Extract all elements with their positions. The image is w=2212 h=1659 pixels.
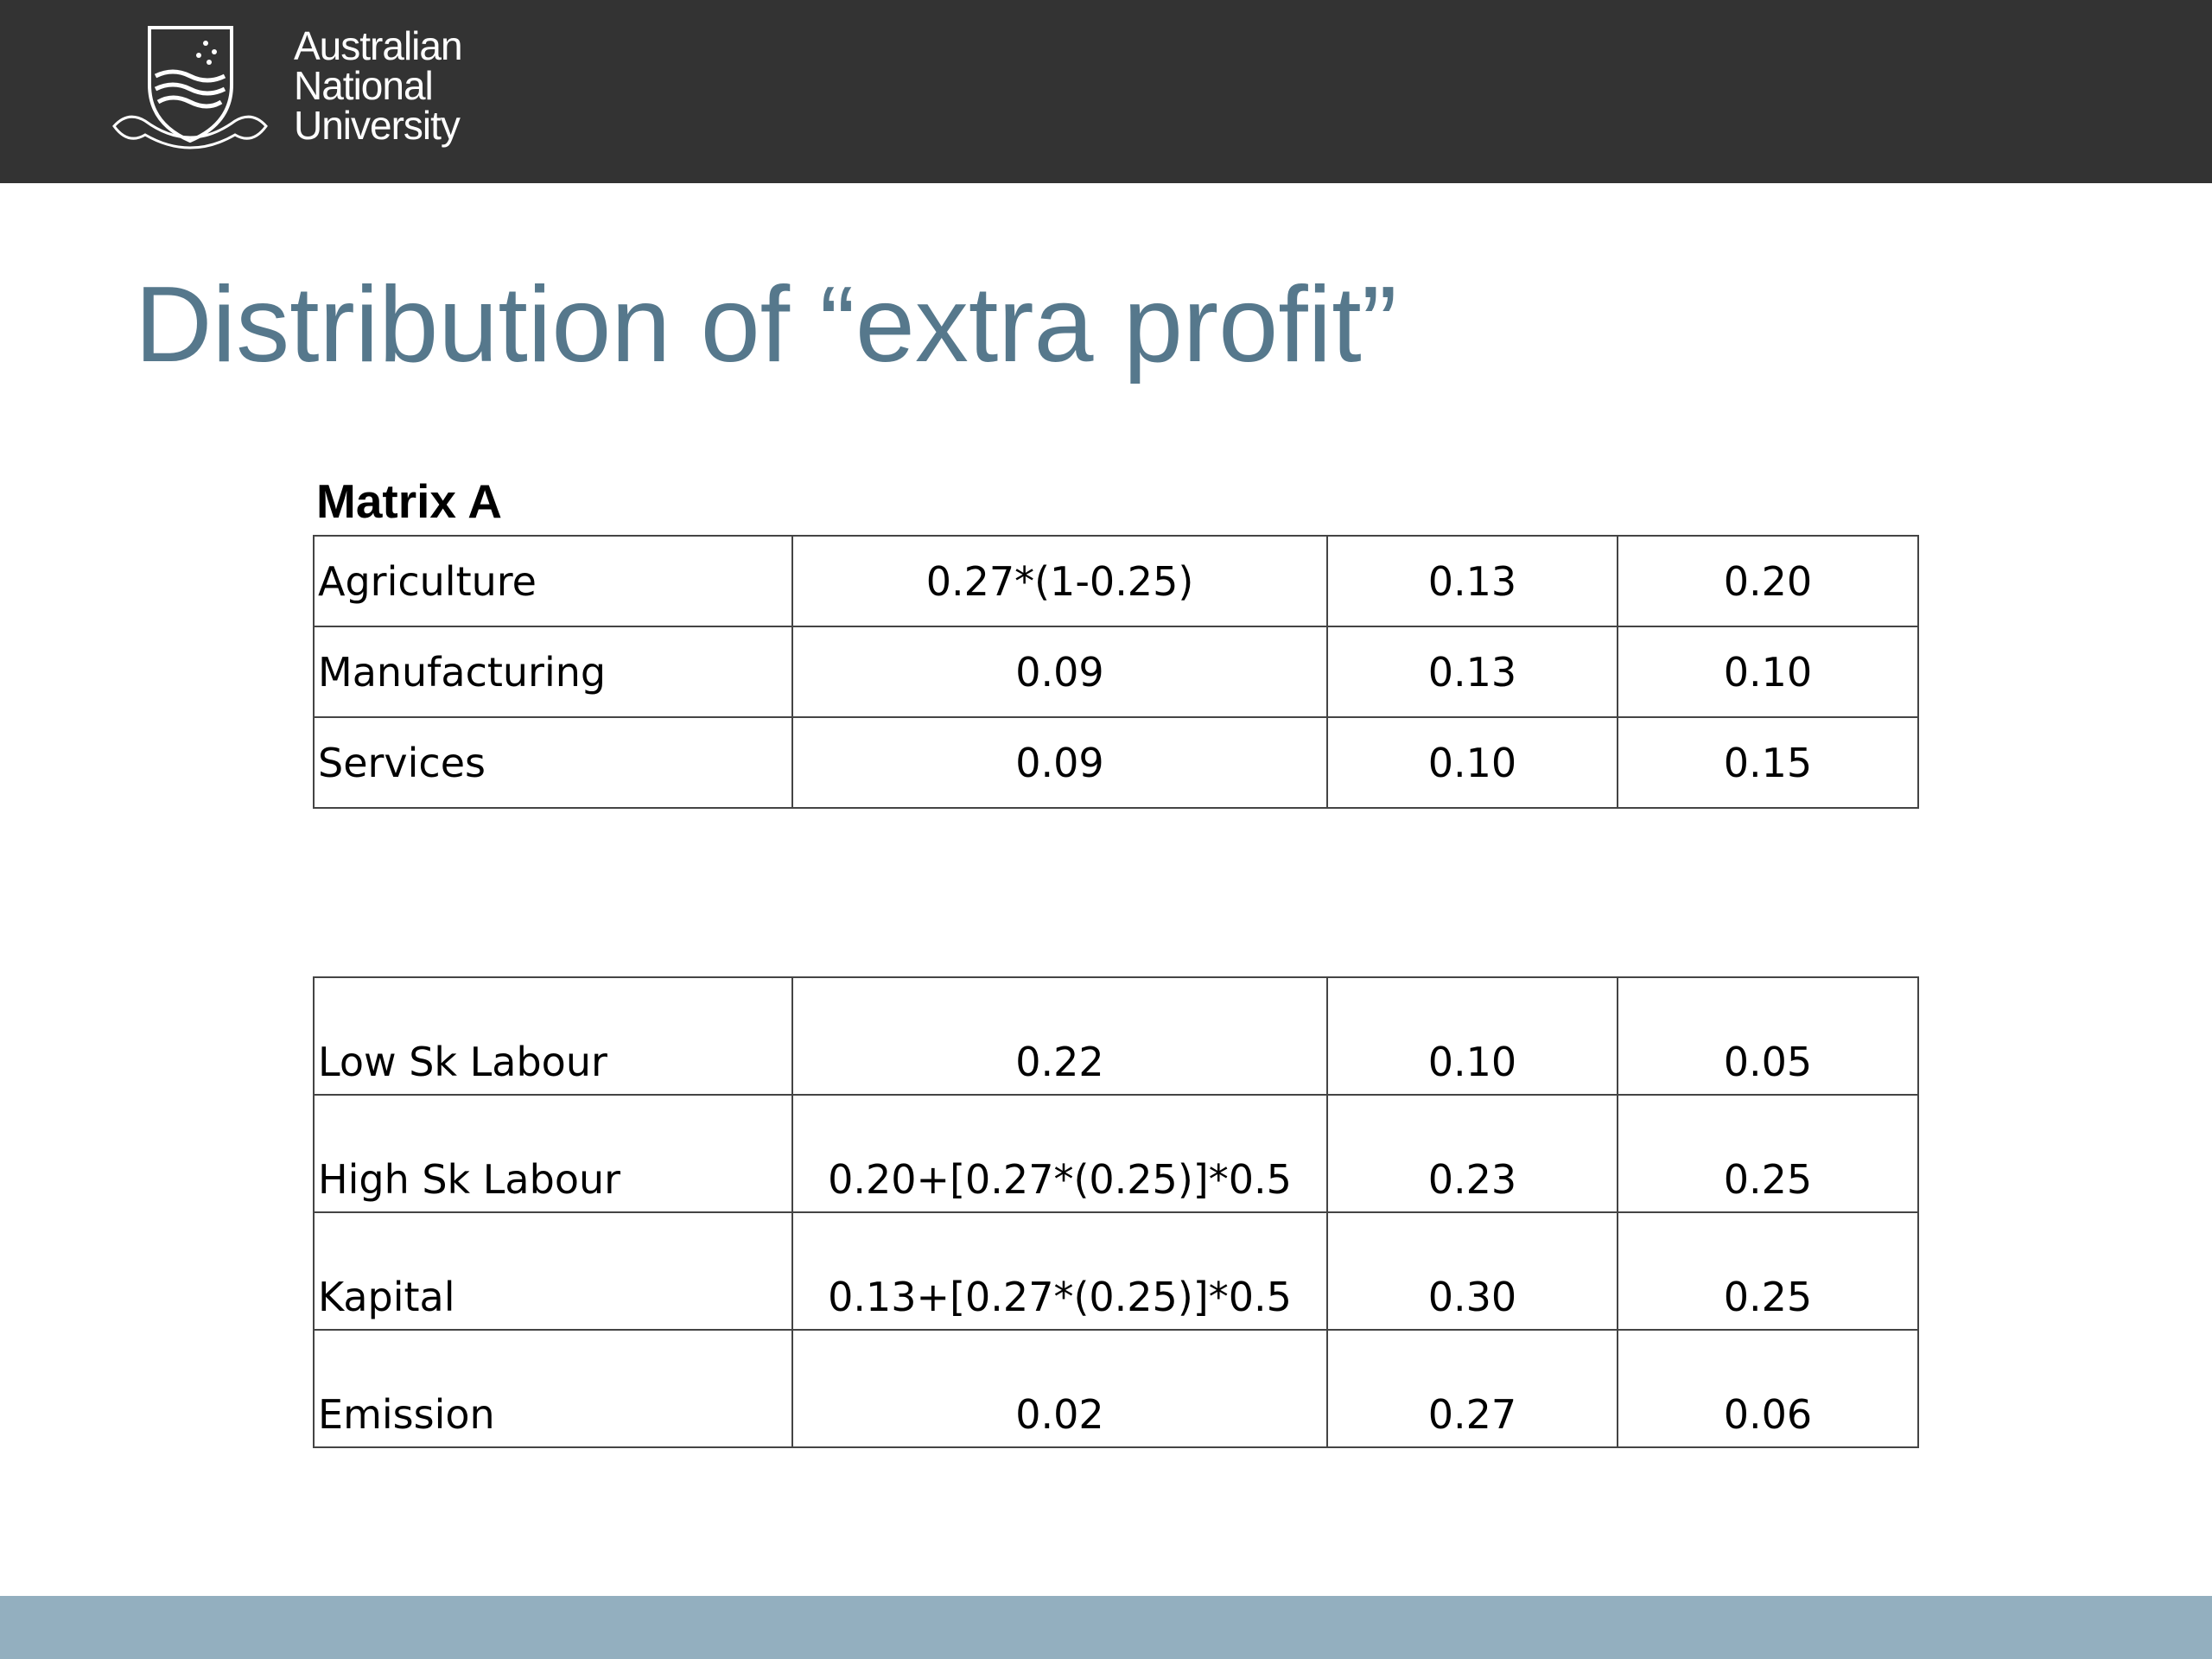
table-cell: 0.05: [1617, 976, 1919, 1096]
table-cell: 0.13: [1326, 626, 1618, 718]
table-cell: 0.27*(1-0.25): [791, 535, 1328, 627]
table-row: Services 0.09 0.10 0.15: [313, 716, 1919, 809]
table-row: Manufacturing 0.09 0.13 0.10: [313, 626, 1919, 718]
table-cell: 0.27: [1326, 1329, 1618, 1448]
table-label: Matrix A: [316, 474, 502, 528]
table-cell: Emission: [313, 1329, 793, 1448]
table-row: Low Sk Labour 0.22 0.10 0.05: [313, 976, 1919, 1096]
table-cell: 0.10: [1326, 716, 1618, 809]
university-name: Australian National University: [294, 23, 463, 148]
footer-bar: [0, 1596, 2212, 1659]
matrix-table: Agriculture 0.27*(1-0.25) 0.13 0.20 Manufact…: [313, 535, 1919, 809]
table-cell: 0.06: [1617, 1329, 1919, 1448]
table-cell: High Sk Labour: [313, 1094, 793, 1213]
table-cell: Agriculture: [313, 535, 793, 627]
table-row: High Sk Labour 0.20+[0.27*(0.25)]*0.5 0.23…: [313, 1094, 1919, 1213]
table-cell: 0.13+[0.27*(0.25)]*0.5: [791, 1211, 1328, 1331]
logo-text-line: National: [294, 63, 434, 108]
slide-title: Distribution of “extra profit”: [135, 265, 1397, 385]
table-cell: 0.20: [1617, 535, 1919, 627]
logo-text-line: Australian: [294, 23, 463, 68]
table-cell: 0.25: [1617, 1094, 1919, 1213]
table-cell: 0.13: [1326, 535, 1618, 627]
table-row: Kapital 0.13+[0.27*(0.25)]*0.5 0.30 0.25: [313, 1211, 1919, 1331]
table-cell: 0.09: [791, 716, 1328, 809]
table-cell: 0.09: [791, 626, 1328, 718]
table-cell: 0.10: [1326, 976, 1618, 1096]
university-crest: [112, 26, 268, 149]
table-cell: 0.23: [1326, 1094, 1618, 1213]
table-row: Emission 0.02 0.27 0.06: [313, 1329, 1919, 1448]
table-cell: 0.20+[0.27*(0.25)]*0.5: [791, 1094, 1328, 1213]
table-cell: 0.30: [1326, 1211, 1618, 1331]
table-row: Agriculture 0.27*(1-0.25) 0.13 0.20: [313, 535, 1919, 627]
table-cell: Kapital: [313, 1211, 793, 1331]
factor-table: Low Sk Labour 0.22 0.10 0.05 High Sk Labour 0…: [313, 976, 1919, 1448]
header-bar: Australian National University: [0, 0, 2212, 183]
table-cell: Manufacturing: [313, 626, 793, 718]
table-cell: Low Sk Labour: [313, 976, 793, 1096]
table-cell: 0.25: [1617, 1211, 1919, 1331]
table-cell: Services: [313, 716, 793, 809]
table-cell: 0.10: [1617, 626, 1919, 718]
logo-text-line: University: [294, 103, 461, 148]
table-cell: 0.22: [791, 976, 1328, 1096]
table-cell: 0.15: [1617, 716, 1919, 809]
table-cell: 0.02: [791, 1329, 1328, 1448]
